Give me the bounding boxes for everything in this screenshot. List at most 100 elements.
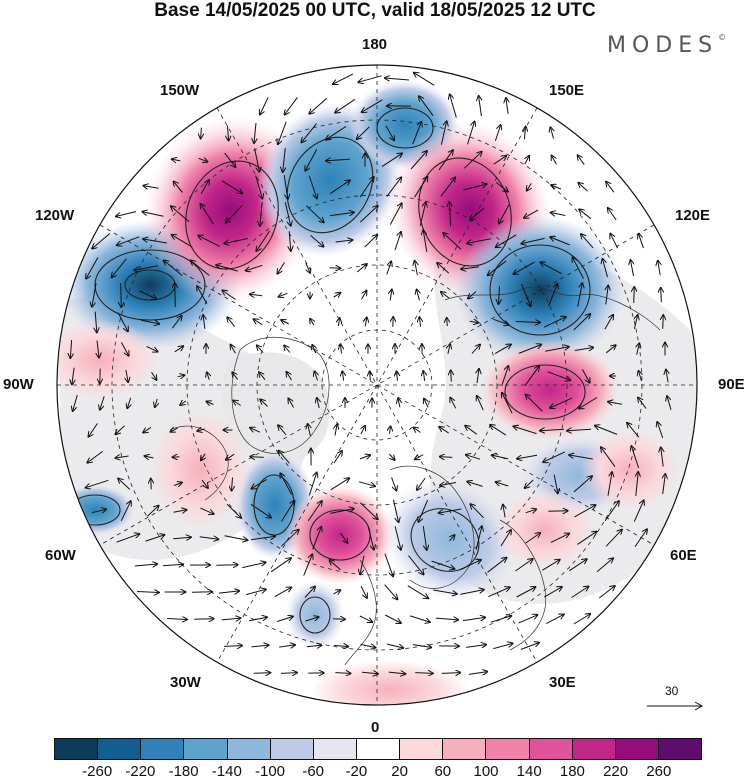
wind-vector xyxy=(569,455,593,460)
lon-label-120w: 120W xyxy=(35,207,75,224)
wind-vector xyxy=(470,207,485,220)
wind-vector xyxy=(218,591,239,593)
wind-vector xyxy=(174,346,183,353)
wind-vector xyxy=(278,262,285,273)
wind-vector xyxy=(596,558,613,573)
wind-vector xyxy=(140,319,159,324)
wind-vector xyxy=(308,473,316,496)
wind-vector xyxy=(173,483,182,486)
wind-vector xyxy=(197,286,208,305)
wind-vector xyxy=(477,396,484,411)
wind-vector xyxy=(134,564,157,566)
wind-vector xyxy=(330,560,341,571)
wind-vector xyxy=(260,202,262,226)
colorbar-tick-label: 60 xyxy=(434,763,452,780)
lon-label-90e: 90E xyxy=(718,376,745,393)
wind-vector xyxy=(527,183,532,190)
wind-vector xyxy=(595,426,618,435)
wind-vector xyxy=(414,177,428,198)
wind-vector xyxy=(305,149,318,170)
wind-vector xyxy=(540,429,565,430)
wind-vector xyxy=(86,479,109,487)
wind-vector xyxy=(579,397,598,409)
wind-vector xyxy=(274,587,291,598)
wind-vectors xyxy=(70,73,672,675)
wind-vector xyxy=(552,156,557,165)
wind-vector xyxy=(475,526,482,550)
wind-vector xyxy=(550,397,573,408)
wind-vector xyxy=(305,617,318,622)
wind-vector xyxy=(143,239,167,244)
wind-vector xyxy=(606,286,608,305)
wind-vector xyxy=(410,615,430,622)
wind-vector xyxy=(306,262,310,273)
wind-vector xyxy=(116,211,137,217)
wind-vector xyxy=(222,291,236,300)
colorbar-cell xyxy=(443,739,487,759)
colorbar-tick-label: 260 xyxy=(646,763,672,780)
wind-vector xyxy=(384,614,401,623)
wind-vector xyxy=(72,367,74,385)
colorbar-tick-label: -140 xyxy=(211,763,242,780)
wind-vector xyxy=(312,345,315,354)
wind-vector xyxy=(198,236,220,247)
wind-vector xyxy=(203,315,205,329)
wind-vector xyxy=(424,399,428,408)
wind-vector xyxy=(249,617,267,622)
wind-vector xyxy=(465,426,478,435)
wind-vector xyxy=(288,399,295,408)
wind-vector xyxy=(201,127,202,139)
wind-vector xyxy=(172,235,193,248)
wind-vector xyxy=(574,348,593,351)
wind-vector xyxy=(490,616,512,623)
wind-vector xyxy=(581,234,594,249)
wind-vector xyxy=(518,615,538,624)
wind-vector xyxy=(638,398,647,409)
wind-vector xyxy=(224,535,248,540)
wind-vector xyxy=(463,152,481,169)
wind-vector xyxy=(227,125,228,141)
wind-vector xyxy=(543,587,562,598)
wind-vector xyxy=(499,204,510,224)
colorbar-tick-label: -260 xyxy=(82,763,113,780)
wind-vector xyxy=(242,562,265,569)
wind-vector xyxy=(278,121,287,144)
wind-vector xyxy=(198,158,208,161)
wind-vector xyxy=(573,614,590,625)
wind-vector xyxy=(574,505,596,518)
wind-vector xyxy=(285,97,298,114)
wind-vector xyxy=(467,122,475,145)
wind-vector xyxy=(121,282,122,307)
wind-vector xyxy=(431,560,455,569)
wind-vector xyxy=(450,398,457,409)
wind-vector xyxy=(260,97,269,115)
wind-vector xyxy=(284,346,291,353)
wind-vector xyxy=(540,262,562,275)
wind-vector xyxy=(173,510,187,512)
lon-label-180: 180 xyxy=(362,36,388,53)
lon-label-150w: 150W xyxy=(160,82,200,99)
wind-vector xyxy=(335,240,353,242)
wind-vector xyxy=(330,478,349,491)
wind-vector xyxy=(526,395,543,412)
wind-vector xyxy=(435,618,458,620)
wind-vector xyxy=(579,209,592,220)
wind-vector xyxy=(545,347,569,352)
wind-vector xyxy=(608,402,622,404)
wind-vector xyxy=(270,558,291,573)
anomaly-africa-high xyxy=(310,660,470,705)
wind-vector xyxy=(663,474,666,495)
wind-vector xyxy=(488,587,509,598)
wind-vector xyxy=(310,319,314,326)
wind-vector xyxy=(287,372,292,381)
wind-vector xyxy=(567,429,592,431)
wind-vector xyxy=(226,453,235,460)
wind-vector xyxy=(524,127,525,140)
wind-vector xyxy=(97,340,99,358)
wind-vector xyxy=(279,645,295,647)
wind-vector xyxy=(386,643,403,648)
wind-vector xyxy=(116,534,140,543)
colorbar-cell xyxy=(141,739,185,759)
wind-vector xyxy=(571,587,589,598)
wind-vector xyxy=(631,446,640,469)
